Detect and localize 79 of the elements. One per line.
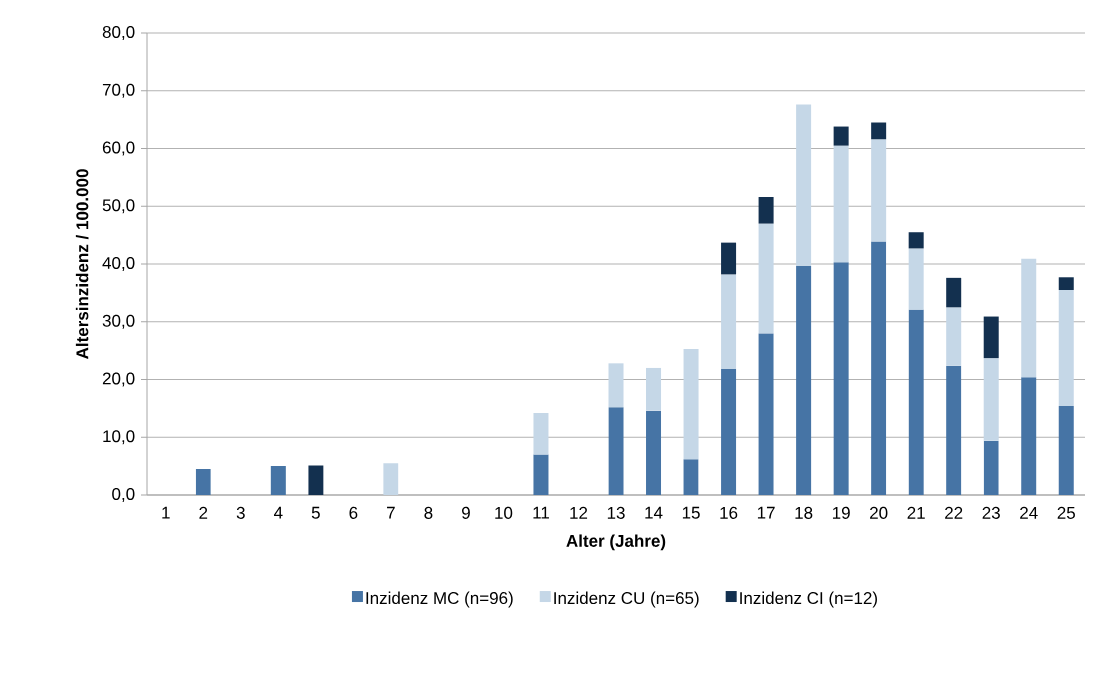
x-tick-label: 23 [982, 506, 1000, 519]
x-tick-label: 11 [533, 506, 549, 519]
x-tick-label: 3 [236, 506, 245, 519]
bar [871, 241, 887, 495]
x-tick-label: 2 [199, 506, 208, 519]
y-axis-title: Altersinzidenz / 100.000 [75, 169, 89, 360]
y-tick-label: 80,0 [102, 25, 135, 41]
x-tick-label: 18 [795, 506, 813, 519]
y-tick-label: 40,0 [102, 256, 135, 272]
bar [383, 463, 399, 495]
bar [758, 223, 774, 334]
bar [1058, 406, 1074, 495]
x-tick-label: 21 [907, 506, 925, 519]
bar [946, 365, 962, 495]
bar [946, 277, 962, 308]
bar [533, 454, 549, 495]
bar [683, 459, 699, 495]
x-tick-label: 25 [1057, 506, 1075, 519]
y-tick-label: 60,0 [102, 141, 135, 156]
bar [946, 307, 962, 366]
x-tick-label: 14 [645, 506, 663, 519]
bar [1021, 258, 1037, 378]
bar [608, 363, 624, 408]
bar [1058, 277, 1074, 290]
bar [608, 407, 624, 495]
bar [721, 242, 737, 275]
bar [758, 197, 774, 224]
bar [758, 333, 774, 495]
bar [1021, 377, 1037, 495]
bar [270, 466, 286, 495]
y-tick-label: 30,0 [102, 314, 135, 329]
x-axis-title: Alter (Jahre) [566, 534, 666, 551]
bar [796, 265, 812, 495]
x-tick-label: 7 [387, 506, 395, 519]
x-tick-label: 19 [832, 506, 850, 519]
x-tick-label: 6 [349, 506, 358, 519]
bar [908, 232, 924, 249]
legend-label: Inzidenz MC (n=96) [366, 591, 513, 608]
x-tick-label: 9 [462, 506, 470, 519]
x-tick-label: 22 [945, 506, 963, 519]
bar [908, 309, 924, 495]
x-tick-label: 24 [1020, 506, 1038, 519]
bar [833, 126, 849, 146]
bar [533, 412, 549, 455]
bar [646, 367, 662, 411]
bar [308, 465, 324, 495]
bar [983, 316, 999, 359]
bar [871, 139, 887, 242]
y-tick-label: 0,0 [112, 487, 135, 503]
bar [721, 274, 737, 370]
y-tick-label: 50,0 [102, 199, 135, 214]
x-tick-label: 17 [757, 506, 775, 519]
x-tick-label: 12 [570, 506, 588, 519]
x-tick-label: 1 [162, 506, 170, 519]
x-tick-label: 10 [495, 506, 513, 519]
bar [908, 248, 924, 310]
x-tick-label: 16 [720, 506, 738, 519]
bar [721, 369, 737, 495]
x-tick-label: 20 [870, 506, 888, 519]
bar [796, 104, 812, 266]
legend-label: Inzidenz CI (n=12) [740, 591, 877, 608]
bar [833, 145, 849, 263]
x-tick-label: 15 [682, 506, 700, 519]
bar [195, 469, 211, 495]
x-tick-label: 13 [607, 506, 625, 519]
y-tick-label: 10,0 [103, 430, 135, 445]
x-tick-label: 4 [273, 506, 283, 519]
x-tick-label: 5 [311, 506, 320, 519]
bar [871, 122, 887, 140]
legend-label: Inzidenz CU (n=65) [554, 591, 699, 608]
bar [983, 358, 999, 441]
bar [683, 348, 699, 460]
bar [983, 440, 999, 495]
bar [646, 410, 662, 495]
bar [1058, 289, 1074, 407]
x-tick-label: 8 [424, 506, 433, 519]
y-tick-label: 20,0 [102, 372, 135, 387]
y-tick-label: 70,0 [102, 83, 135, 98]
bar [833, 262, 849, 495]
